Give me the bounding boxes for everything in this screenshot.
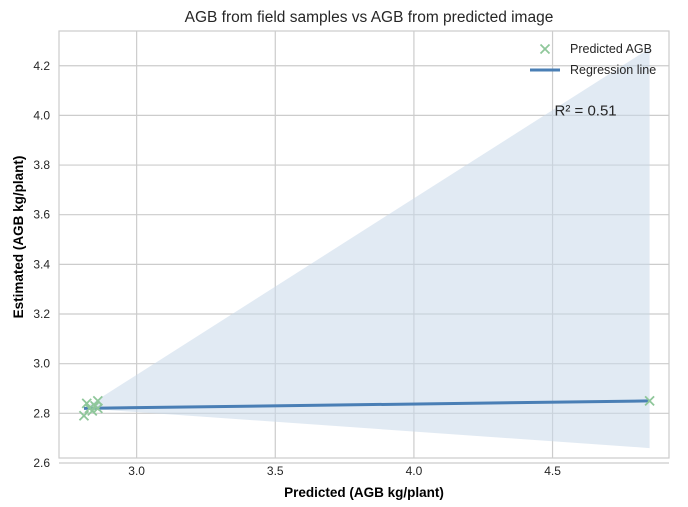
confidence-band [83,48,650,449]
y-tick-label: 4.0 [33,108,50,122]
scatter-point [644,395,655,407]
y-tick-label: 3.0 [33,357,50,371]
scatter-point-stroke [92,403,103,414]
legend-marker-stroke [539,43,551,55]
legend-marker-predicted-agb [539,43,551,55]
x-axis-label: Predicted (AGB kg/plant) [284,485,444,500]
r-squared-annotation: R² = 0.51 [555,102,617,119]
scatter-point [78,410,90,421]
scatter-point [81,398,92,409]
scatter-point-stroke [87,405,98,416]
y-tick-label: 4.2 [33,59,50,73]
scatter-point [92,395,103,407]
legend-label-predicted-agb: Predicted AGB [570,42,652,56]
legend-label-regression-line: Regression line [570,63,656,77]
x-tick-label: 4.0 [406,464,423,478]
x-tick-label: 3.0 [128,464,145,478]
y-axis-label: Estimated (AGB kg/plant) [11,156,26,319]
y-tick-label: 3.8 [33,158,50,172]
x-tick-label: 4.5 [544,464,561,478]
regression-line [83,399,650,410]
scatter-point-stroke [92,395,103,407]
y-tick-label: 3.4 [33,257,50,271]
scatter-point-stroke [78,410,90,421]
y-tick-label: 2.6 [33,456,50,470]
scatter-point-stroke [644,395,655,407]
scatter-point-stroke [81,398,92,409]
y-tick-label: 2.8 [33,406,50,420]
y-tick-label: 3.2 [33,307,50,321]
x-tick-label: 3.5 [267,464,284,478]
plot-area: 3.0 3.5 4.0 4.5 2.6 2.8 3.0 3.2 3.4 3.6 3.8 4.0 4.2 R… [33,30,670,478]
legend: Predicted AGB Regression line [530,42,656,77]
y-tick-label: 3.6 [33,208,50,222]
scatter-point [92,403,103,414]
scatter-point [87,405,98,416]
chart-title: AGB from field samples vs AGB from predi… [185,9,554,26]
plot-border [58,30,670,459]
